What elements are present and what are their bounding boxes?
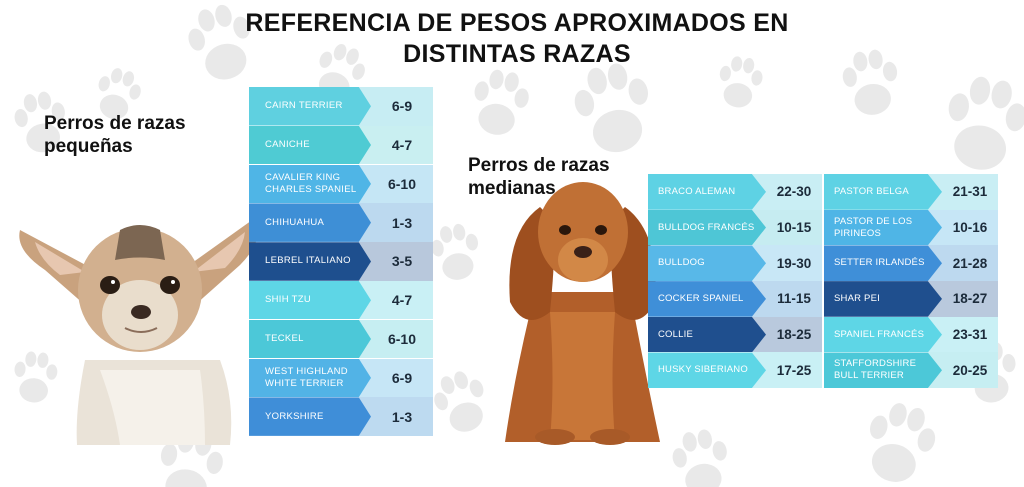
- medium-breeds-table: BRACO ALEMAN 22-30 BULLDOG FRANCÉS 10-15 BUL…: [648, 174, 998, 389]
- table-row: SHAR PEI 18-27: [824, 281, 998, 317]
- breed-name: LEBREL ITALIANO: [249, 242, 371, 281]
- table-row: PASTOR BELGA 21-31: [824, 174, 998, 210]
- small-breeds-table: CAIRN TERRIER 6-9 CANICHE 4-7 CAVALIER KING …: [249, 87, 433, 436]
- table-row: SETTER IRLANDÉS 21-28: [824, 245, 998, 282]
- medium-breeds-right-column: PASTOR BELGA 21-31 PASTOR DE LOS PIRINEOS 1…: [824, 174, 998, 389]
- breed-name: CHIHUAHUA: [249, 203, 371, 242]
- table-row: BRACO ALEMAN 22-30: [648, 174, 822, 210]
- small-breeds-heading: Perros de razas pequeñas: [44, 113, 186, 157]
- table-row: YORKSHIRE 1-3: [249, 397, 433, 436]
- breed-name: SHAR PEI: [824, 281, 942, 317]
- breed-name: STAFFORDSHIRE BULL TERRIER: [824, 352, 942, 389]
- table-row: COCKER SPANIEL 11-15: [648, 281, 822, 317]
- table-row: CAIRN TERRIER 6-9: [249, 87, 433, 126]
- breed-name: COLLIE: [648, 316, 766, 353]
- table-row: CAVALIER KING CHARLES SPANIEL 6-10: [249, 164, 433, 204]
- table-row: STAFFORDSHIRE BULL TERRIER 20-25: [824, 352, 998, 389]
- weight-range: 1-3: [359, 203, 433, 242]
- weight-range: 10-16: [928, 209, 998, 246]
- breed-name: BULLDOG: [648, 245, 766, 282]
- table-row: CHIHUAHUA 1-3: [249, 203, 433, 242]
- breed-name: BULLDOG FRANCÉS: [648, 209, 766, 246]
- page-title: REFERENCIA DE PESOS APROXIMADOS EN DISTI…: [245, 9, 789, 68]
- medium-breeds-left-column: BRACO ALEMAN 22-30 BULLDOG FRANCÉS 10-15 BUL…: [648, 174, 822, 389]
- chihuahua-image: [19, 218, 258, 445]
- table-row: BULLDOG FRANCÉS 10-15: [648, 209, 822, 246]
- breed-name: HUSKY SIBERIANO: [648, 352, 766, 389]
- weight-range: 6-9: [359, 358, 433, 398]
- table-row: TECKEL 6-10: [249, 319, 433, 359]
- breed-name: BRACO ALEMAN: [648, 174, 766, 210]
- table-row: SHIH TZU 4-7: [249, 280, 433, 320]
- cocker-spaniel-image: [505, 182, 660, 445]
- weight-range: 6-10: [359, 319, 433, 359]
- weight-range: 11-15: [752, 281, 822, 317]
- table-row: CANICHE 4-7: [249, 125, 433, 165]
- breed-name: SPANIEL FRANCÉS: [824, 316, 942, 353]
- table-row: LEBREL ITALIANO 3-5: [249, 242, 433, 281]
- weight-range: 6-10: [359, 164, 433, 204]
- breed-name: YORKSHIRE: [249, 397, 371, 436]
- table-row: HUSKY SIBERIANO 17-25: [648, 352, 822, 389]
- table-row: SPANIEL FRANCÉS 23-31: [824, 316, 998, 353]
- breed-name: COCKER SPANIEL: [648, 281, 766, 317]
- table-row: WEST HIGHLAND WHITE TERRIER 6-9: [249, 358, 433, 398]
- table-row: BULLDOG 19-30: [648, 245, 822, 282]
- breed-name: SETTER IRLANDÉS: [824, 245, 942, 282]
- weight-range: 4-7: [359, 280, 433, 320]
- breed-name: TECKEL: [249, 319, 371, 359]
- breed-name: SHIH TZU: [249, 280, 371, 320]
- table-row: COLLIE 18-25: [648, 316, 822, 353]
- weight-range: 18-27: [928, 281, 998, 317]
- weight-range: 4-7: [359, 125, 433, 165]
- weight-range: 23-31: [928, 316, 998, 353]
- breed-name: WEST HIGHLAND WHITE TERRIER: [249, 358, 371, 398]
- weight-range: 6-9: [359, 87, 433, 126]
- breed-name: CANICHE: [249, 125, 371, 165]
- table-row: PASTOR DE LOS PIRINEOS 10-16: [824, 209, 998, 246]
- breed-name: PASTOR DE LOS PIRINEOS: [824, 209, 942, 246]
- breed-name: CAVALIER KING CHARLES SPANIEL: [249, 164, 371, 204]
- weight-range: 3-5: [359, 242, 433, 281]
- breed-name: CAIRN TERRIER: [249, 87, 371, 126]
- medium-breeds-heading: Perros de razas medianas: [468, 155, 610, 199]
- weight-range: 1-3: [359, 397, 433, 436]
- breed-name: PASTOR BELGA: [824, 174, 942, 210]
